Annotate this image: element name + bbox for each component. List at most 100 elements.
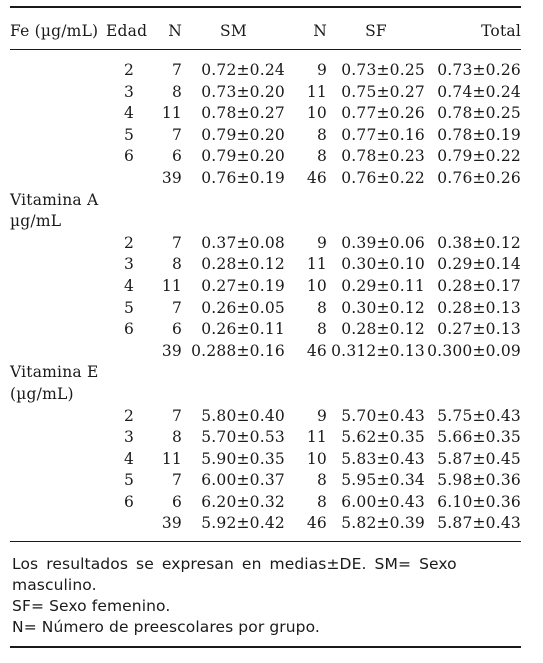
cell-edad <box>106 513 152 535</box>
table-row: 3 8 0.28±0.12 11 0.30±0.10 0.29±0.14 <box>10 254 521 276</box>
cell-total: 0.28±0.13 <box>437 298 521 317</box>
cell-n-sm: 7 <box>171 298 182 317</box>
cell-label-empty <box>10 146 106 168</box>
cell-label-empty <box>10 341 106 363</box>
cell-label-empty <box>10 125 106 147</box>
cell-label-empty <box>10 103 106 125</box>
table-row: 2 7 5.80±0.40 9 5.70±0.43 5.75±0.43 <box>10 406 521 428</box>
cell-sf: 0.312±0.13 <box>331 341 425 360</box>
cell-label-empty <box>10 427 106 449</box>
cell-n-sf: 8 <box>316 320 327 339</box>
cell-n-sm: 7 <box>171 406 182 425</box>
section-label-row: Vitamina E <box>10 362 521 384</box>
cell-sf: 0.30±0.10 <box>341 255 425 274</box>
cell-label-empty <box>10 406 106 428</box>
cell-total: 0.78±0.25 <box>437 104 521 123</box>
cell-sf: 0.73±0.25 <box>341 61 425 79</box>
cell-total: 0.73±0.26 <box>437 61 521 79</box>
cell-n-sf: 8 <box>316 125 327 144</box>
header-total: Total <box>481 22 521 40</box>
cell-label-empty <box>10 298 106 320</box>
cell-sm: 0.37±0.08 <box>201 233 285 252</box>
header-label: Fe (µg/mL) <box>10 22 99 40</box>
cell-n-sf: 9 <box>316 61 327 79</box>
cell-sm: 0.288±0.16 <box>191 341 285 360</box>
cell-sf: 0.39±0.06 <box>341 233 425 252</box>
cell-sf: 0.30±0.12 <box>341 298 425 317</box>
cell-edad: 4 <box>123 276 135 295</box>
cell-edad <box>106 168 152 190</box>
top-rule <box>10 6 521 8</box>
cell-sf: 0.28±0.12 <box>341 320 425 339</box>
cell-label-empty <box>10 513 106 535</box>
cell-n-sm: 6 <box>171 147 182 166</box>
cell-n-sf: 11 <box>306 82 327 101</box>
table-row: 2 7 0.72±0.24 9 0.73±0.25 0.73±0.26 <box>10 60 521 82</box>
cell-total: 0.78±0.19 <box>437 125 521 144</box>
cell-sm: 0.26±0.11 <box>201 320 285 339</box>
cell-n-sf: 10 <box>306 104 327 123</box>
cell-n-sf: 10 <box>306 449 327 468</box>
cell-n-sf: 46 <box>306 168 327 187</box>
cell-sm: 0.27±0.19 <box>201 276 285 295</box>
cell-n-sm: 39 <box>161 168 182 187</box>
cell-sf: 0.76±0.22 <box>341 168 425 187</box>
table-row: 4 11 0.27±0.19 10 0.29±0.11 0.28±0.17 <box>10 276 521 298</box>
cell-label-empty <box>10 233 106 255</box>
spacer-cell <box>10 42 521 60</box>
cell-sf: 0.29±0.11 <box>341 276 425 295</box>
cell-label-empty <box>10 82 106 104</box>
cell-n-sm: 7 <box>171 61 182 79</box>
cell-n-sm: 7 <box>171 233 182 252</box>
section-label-row: µg/mL <box>10 211 521 233</box>
cell-n-sm: 11 <box>161 449 182 468</box>
section-label: Vitamina E <box>10 363 99 382</box>
cell-sf: 5.95±0.34 <box>341 471 425 490</box>
table-row: 4 11 5.90±0.35 10 5.83±0.43 5.87±0.45 <box>10 449 521 471</box>
header-edad: Edad <box>106 22 148 40</box>
section-label-row: (µg/mL) <box>10 384 521 406</box>
cell-n-sf: 8 <box>316 147 327 166</box>
cell-sm: 5.92±0.42 <box>201 514 285 533</box>
table-row: 5 7 0.79±0.20 8 0.77±0.16 0.78±0.19 <box>10 125 521 147</box>
table-row: 5 7 6.00±0.37 8 5.95±0.34 5.98±0.36 <box>10 470 521 492</box>
cell-n-sf: 8 <box>316 298 327 317</box>
cell-n-sf: 9 <box>316 406 327 425</box>
cell-edad: 6 <box>123 147 135 166</box>
cell-sf: 5.70±0.43 <box>341 406 425 425</box>
header-row: Fe (µg/mL) Edad N SM N SF Total <box>10 20 521 42</box>
cell-edad: 2 <box>123 233 135 252</box>
cell-edad: 4 <box>123 104 135 123</box>
cell-sm: 6.20±0.32 <box>201 492 285 511</box>
cell-sf: 5.83±0.43 <box>341 449 425 468</box>
cell-total: 0.29±0.14 <box>437 255 521 274</box>
table-row: 6 6 6.20±0.32 8 6.00±0.43 6.10±0.36 <box>10 492 521 514</box>
cell-total: 0.28±0.17 <box>437 276 521 295</box>
cell-total: 5.87±0.43 <box>437 514 521 533</box>
cell-label-empty <box>10 449 106 471</box>
section-label: (µg/mL) <box>10 384 74 403</box>
bottom-rule <box>10 541 521 542</box>
note-line-2: SF= Sexo femenino. <box>12 597 171 615</box>
cell-total: 0.27±0.13 <box>437 320 521 339</box>
cell-sf: 0.77±0.16 <box>341 125 425 144</box>
cell-label-empty <box>10 168 106 190</box>
cell-total: 5.87±0.45 <box>437 449 521 468</box>
cell-n-sf: 11 <box>306 255 327 274</box>
cell-label-empty <box>10 492 106 514</box>
cell-n-sm: 11 <box>161 104 182 123</box>
table-row: 39 0.76±0.19 46 0.76±0.22 0.76±0.26 <box>10 168 521 190</box>
cell-n-sm: 8 <box>171 428 182 447</box>
cell-sf: 0.78±0.23 <box>341 147 425 166</box>
cell-sm: 0.79±0.20 <box>201 147 285 166</box>
cell-n-sf: 8 <box>316 471 327 490</box>
table-row: 6 6 0.26±0.11 8 0.28±0.12 0.27±0.13 <box>10 319 521 341</box>
table-row: 4 11 0.78±0.27 10 0.77±0.26 0.78±0.25 <box>10 103 521 125</box>
cell-n-sf: 46 <box>306 341 327 360</box>
cell-sm: 0.72±0.24 <box>201 61 285 79</box>
cell-total: 0.79±0.22 <box>437 147 521 166</box>
cell-edad: 3 <box>123 428 135 447</box>
note-line-3: N= Número de preescolares por grupo. <box>12 618 320 636</box>
cell-n-sm: 8 <box>171 82 182 101</box>
